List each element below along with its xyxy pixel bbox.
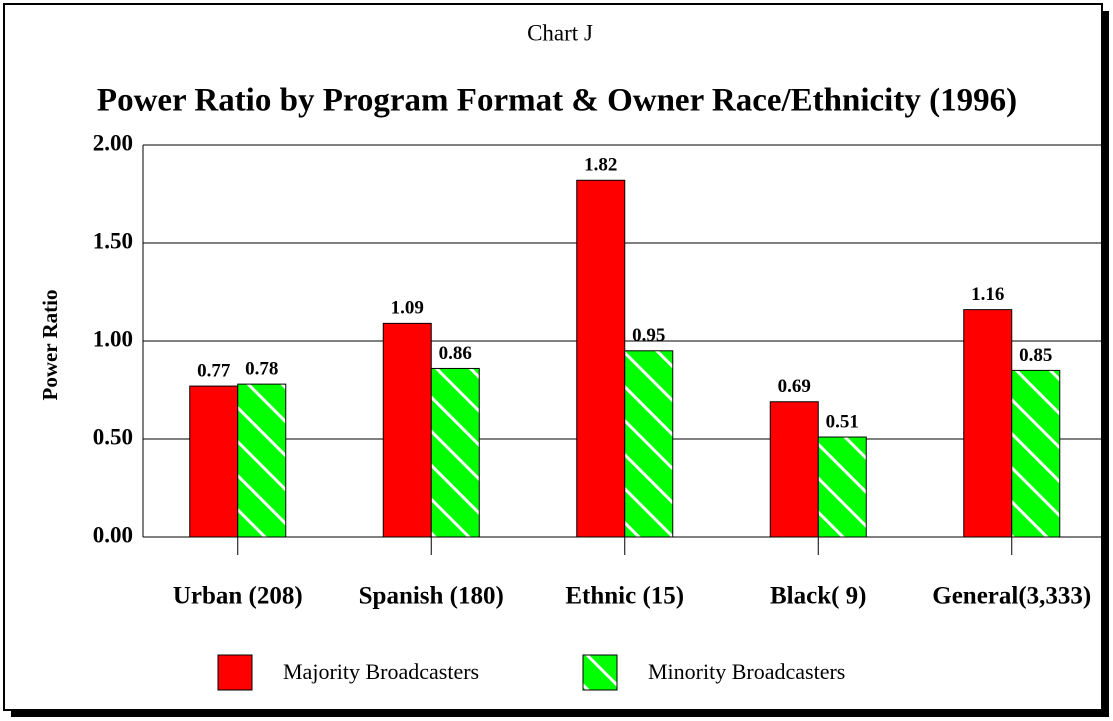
data-label: 0.69 bbox=[778, 376, 811, 397]
frame bbox=[3, 3, 1103, 711]
bar bbox=[769, 401, 819, 538]
bar bbox=[817, 436, 867, 538]
y-tick-label: 2.00 bbox=[93, 130, 133, 155]
data-label: 0.51 bbox=[826, 411, 859, 432]
chart-subtitle: Chart J bbox=[527, 20, 593, 45]
data-label: 0.85 bbox=[1019, 345, 1052, 366]
x-tick-label: General(3,333) bbox=[932, 583, 1091, 610]
data-label: 0.77 bbox=[197, 360, 231, 381]
bar bbox=[430, 367, 480, 538]
data-label: 1.09 bbox=[391, 298, 424, 319]
legend-swatch bbox=[582, 654, 618, 691]
y-tick-label: 1.00 bbox=[93, 326, 133, 351]
data-label: 0.78 bbox=[245, 358, 278, 379]
legend-label: Minority Broadcasters bbox=[648, 659, 845, 684]
bar bbox=[576, 179, 626, 538]
x-tick-label: Ethnic (15) bbox=[565, 583, 684, 610]
legend-label: Majority Broadcasters bbox=[283, 659, 479, 684]
bar bbox=[963, 309, 1013, 538]
bar bbox=[237, 383, 287, 538]
x-tick-label: Black( 9) bbox=[770, 583, 867, 610]
data-label: 1.16 bbox=[971, 284, 1004, 305]
y-axis-label: Power Ratio bbox=[38, 290, 62, 401]
x-tick-label: Urban (208) bbox=[173, 583, 303, 610]
legend-swatch bbox=[217, 654, 253, 691]
data-label: 0.86 bbox=[439, 343, 472, 364]
y-tick-label: 1.50 bbox=[93, 228, 133, 253]
bar bbox=[1011, 369, 1061, 538]
y-tick-label: 0.50 bbox=[93, 424, 133, 449]
chart-title: Power Ratio by Program Format & Owner Ra… bbox=[97, 83, 1017, 119]
data-label: 1.82 bbox=[584, 155, 617, 176]
bar bbox=[624, 350, 674, 538]
data-label: 0.95 bbox=[632, 325, 665, 346]
bar bbox=[382, 322, 432, 538]
y-tick-label: 0.00 bbox=[93, 522, 133, 547]
x-tick-label: Spanish (180) bbox=[359, 583, 504, 610]
bar bbox=[189, 385, 239, 538]
